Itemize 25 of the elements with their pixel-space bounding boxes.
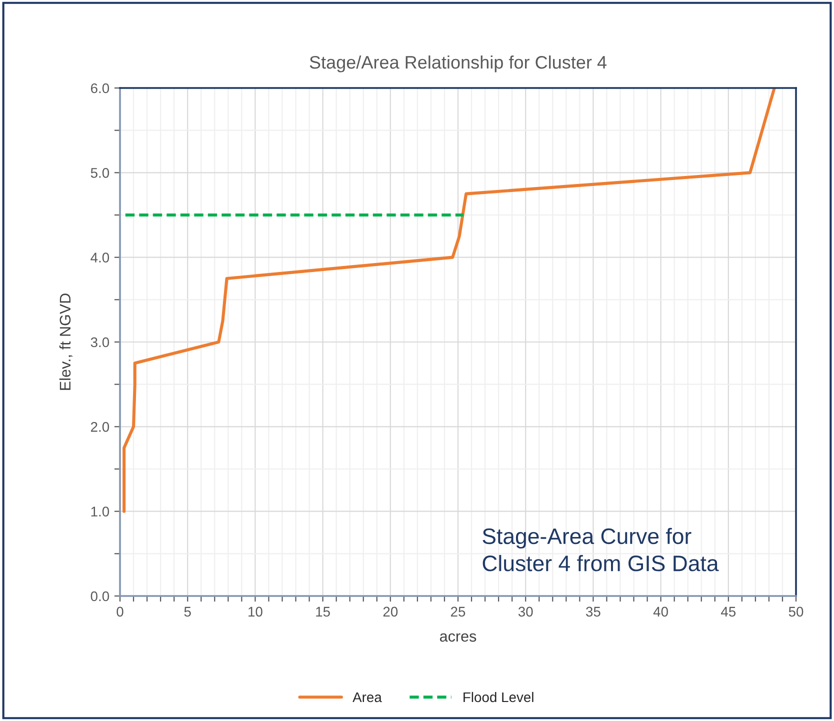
x-tick-label: 40 — [653, 606, 668, 617]
y-tick-label: 5.0 — [90, 168, 110, 178]
x-tick-label: 15 — [316, 606, 330, 617]
y-tick-label: 4.0 — [90, 252, 110, 263]
y-tick-label: 0.0 — [90, 591, 110, 602]
x-tick-label: 45 — [720, 606, 736, 617]
x-tick-label: 0 — [116, 606, 124, 617]
legend-label: Area — [352, 692, 382, 702]
x-tick-label: 10 — [248, 606, 262, 617]
x-axis-title: acres — [440, 633, 476, 642]
x-tick-label: 35 — [586, 606, 600, 617]
legend-label: Flood Level — [464, 692, 534, 702]
line-series — [122, 88, 776, 513]
x-tick-label: 5 — [184, 606, 191, 617]
x-tick-label: 30 — [518, 606, 533, 617]
y-axis-title: Elev., ft NGVD — [59, 294, 72, 390]
chart-title: Stage/Area Relationship for Cluster 4 — [310, 55, 607, 72]
x-tick-label: 25 — [450, 606, 466, 617]
x-tick-label: 20 — [383, 606, 398, 617]
x-tick-label: 50 — [788, 606, 804, 617]
y-tick-label: 6.0 — [90, 83, 110, 94]
annotation: Stage-Area Curve for Cluster 4 from GIS Data — [482, 528, 719, 572]
y-tick-label: 3.0 — [90, 337, 110, 348]
y-tick-label: 1.0 — [91, 506, 110, 517]
y-tick-label: 2.0 — [90, 422, 110, 432]
